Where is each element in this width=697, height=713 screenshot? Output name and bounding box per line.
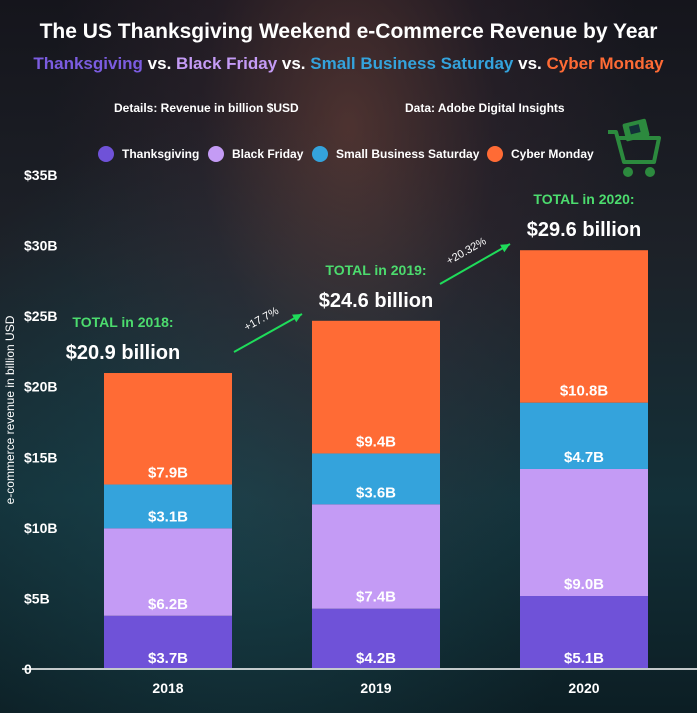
bar-segment bbox=[312, 504, 440, 609]
bar-segment bbox=[104, 528, 232, 616]
data-label: $5.1B bbox=[564, 650, 604, 667]
legend-swatch bbox=[98, 146, 114, 162]
source-note: Data: Adobe Digital Insights bbox=[405, 101, 565, 115]
chart-subtitle: Thanksgiving vs. Black Friday vs. Small … bbox=[0, 54, 697, 74]
y-tick-label: $10B bbox=[24, 520, 57, 536]
total-value: $29.6 billion bbox=[527, 219, 641, 241]
subtitle-segment: Small Business Saturday bbox=[310, 54, 514, 73]
legend-label: Black Friday bbox=[232, 147, 304, 161]
total-value: $20.9 billion bbox=[66, 342, 180, 364]
total-label: TOTAL in 2019: bbox=[325, 262, 426, 278]
legend-swatch bbox=[487, 146, 503, 162]
growth-arrow bbox=[439, 243, 511, 285]
y-tick-label: $15B bbox=[24, 449, 57, 465]
legend: Thanksgiving Black Friday Small Business S… bbox=[0, 146, 697, 166]
y-tick-label: $35B bbox=[24, 167, 57, 183]
subtitle-segment: Cyber Monday bbox=[546, 54, 664, 73]
legend-item: Black Friday bbox=[208, 146, 303, 162]
bar-segment bbox=[312, 453, 440, 505]
data-label: $9.4B bbox=[356, 433, 396, 450]
growth-arrowhead bbox=[292, 314, 302, 323]
data-label: $10.8B bbox=[560, 383, 609, 400]
y-tick-label: $20B bbox=[24, 379, 57, 395]
legend-item: Cyber Monday bbox=[487, 146, 594, 162]
subtitle-segment: vs. bbox=[513, 54, 547, 73]
data-label: $3.1B bbox=[148, 508, 188, 525]
growth-arrow bbox=[233, 313, 303, 353]
bar-segment bbox=[312, 320, 440, 454]
shopping-cart-icon bbox=[608, 118, 661, 177]
legend-label: Thanksgiving bbox=[122, 147, 200, 161]
data-label: $7.4B bbox=[356, 589, 396, 606]
y-tick-label: $25B bbox=[24, 308, 57, 324]
subtitle-segment: vs. bbox=[142, 54, 177, 73]
y-axis-label: e-commerce revenue in billion USD bbox=[3, 315, 17, 504]
y-tick-label: $30B bbox=[24, 238, 57, 254]
bar-segment bbox=[104, 484, 232, 529]
data-label: $3.6B bbox=[356, 484, 396, 501]
x-tick-label: 2019 bbox=[360, 680, 391, 696]
bar-segment bbox=[104, 373, 232, 485]
chart-title: The US Thanksgiving Weekend e-Commerce R… bbox=[39, 20, 658, 43]
legend-item: Small Business Saturday bbox=[312, 146, 479, 162]
x-tick-label: 2020 bbox=[568, 680, 599, 696]
bar-segment bbox=[520, 250, 648, 403]
data-label: $7.9B bbox=[148, 465, 188, 482]
bar-segment bbox=[312, 608, 440, 668]
growth-arrowhead bbox=[500, 244, 510, 253]
legend-item: Thanksgiving bbox=[98, 146, 199, 162]
bar-segment bbox=[104, 615, 232, 668]
legend-label: Small Business Saturday bbox=[336, 147, 480, 161]
subtitle-segment: vs. bbox=[277, 54, 311, 73]
legend-swatch bbox=[312, 146, 328, 162]
total-label: TOTAL in 2020: bbox=[533, 191, 634, 207]
data-label: $4.7B bbox=[564, 449, 604, 466]
y-tick-label: $5B bbox=[24, 590, 50, 606]
data-label: $6.2B bbox=[148, 596, 188, 613]
bar-segment bbox=[520, 402, 648, 469]
subtitle-segment: Thanksgiving bbox=[33, 54, 143, 73]
data-label: $3.7B bbox=[148, 650, 188, 667]
bar-segment bbox=[520, 468, 648, 597]
x-tick-label: 2018 bbox=[152, 680, 183, 696]
data-label: $9.0B bbox=[564, 576, 604, 593]
legend-label: Cyber Monday bbox=[511, 147, 594, 161]
growth-label: +20.32% bbox=[445, 235, 489, 267]
subtitle-segment: Black Friday bbox=[176, 54, 278, 73]
details-note: Details: Revenue in billion $USD bbox=[114, 101, 299, 115]
total-value: $24.6 billion bbox=[319, 290, 433, 312]
bar-segment bbox=[520, 596, 648, 668]
data-label: $4.2B bbox=[356, 650, 396, 667]
total-label: TOTAL in 2018: bbox=[72, 314, 173, 330]
legend-swatch bbox=[208, 146, 224, 162]
